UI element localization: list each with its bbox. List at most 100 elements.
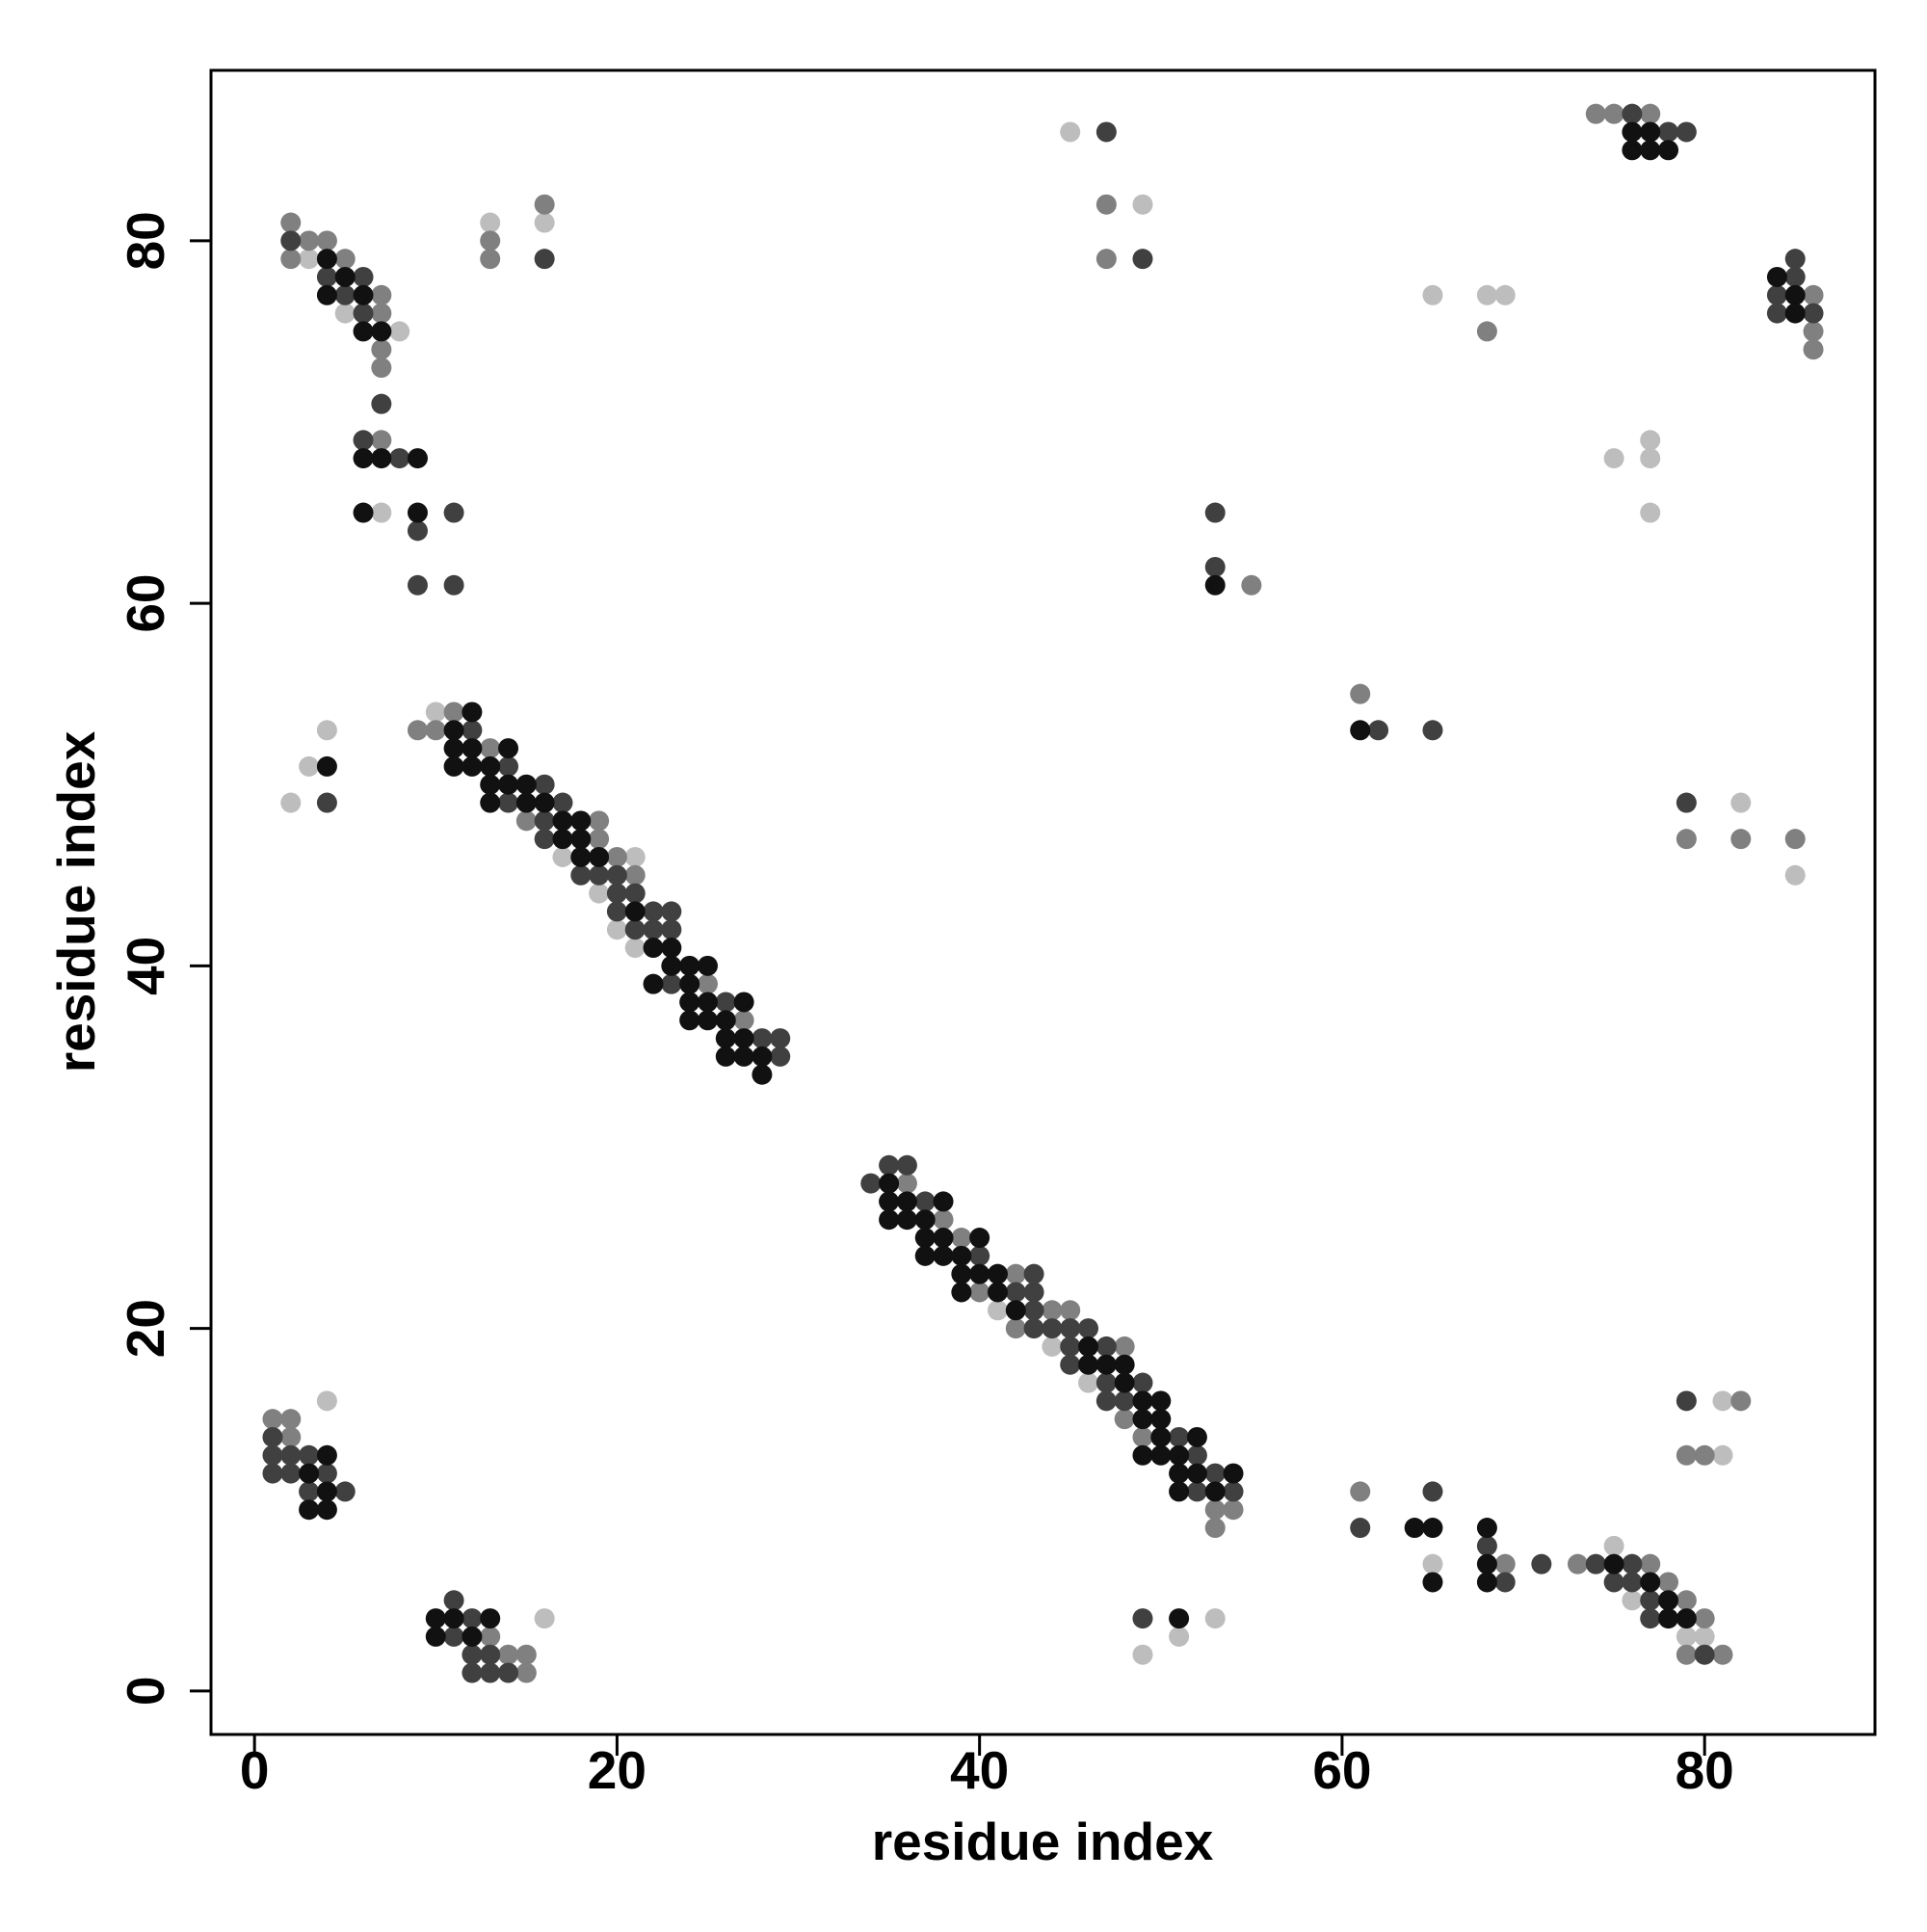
- contact-point: [407, 574, 428, 595]
- contact-point: [1640, 103, 1661, 124]
- contact-point: [1640, 448, 1661, 469]
- contact-point: [1422, 1553, 1443, 1575]
- contact-point: [1114, 1354, 1135, 1375]
- contact-point: [1640, 1590, 1661, 1611]
- contact-point: [1186, 1444, 1207, 1466]
- contact-point: [987, 1263, 1008, 1284]
- contact-point: [1784, 829, 1806, 850]
- contact-point: [1005, 1263, 1026, 1284]
- contact-point: [1494, 1572, 1516, 1593]
- contact-point: [334, 1481, 356, 1502]
- contact-point: [1078, 1318, 1099, 1339]
- contact-point: [280, 230, 302, 251]
- contact-point: [462, 755, 483, 777]
- contact-point: [371, 303, 392, 324]
- contact-point: [1005, 1282, 1026, 1303]
- contact-point: [1640, 502, 1661, 523]
- contact-point: [606, 864, 627, 886]
- contact-point: [589, 810, 610, 832]
- contact-point: [624, 864, 646, 886]
- contact-point: [299, 1481, 320, 1502]
- contact-point: [316, 1463, 337, 1484]
- contact-point: [462, 701, 483, 723]
- contact-point: [480, 774, 501, 795]
- contact-point: [1730, 829, 1752, 850]
- contact-point: [933, 1245, 954, 1266]
- contact-point: [1095, 121, 1117, 143]
- contact-point: [480, 1644, 501, 1665]
- contact-point: [1603, 1572, 1624, 1593]
- contact-point: [1204, 1518, 1226, 1539]
- contact-point: [1095, 1372, 1117, 1393]
- contact-point: [316, 792, 337, 813]
- contact-point: [1603, 1553, 1624, 1575]
- contact-point: [1658, 140, 1679, 161]
- contact-point: [933, 1228, 954, 1249]
- contact-point: [589, 864, 610, 886]
- x-tick-label: 20: [588, 1740, 647, 1800]
- contact-point: [1640, 140, 1661, 161]
- contact-point: [534, 249, 555, 270]
- contact-point: [1186, 1426, 1207, 1447]
- contact-point: [371, 430, 392, 451]
- contact-point: [643, 973, 664, 994]
- contact-point: [552, 792, 573, 813]
- contact-point: [407, 448, 428, 469]
- contact-point: [480, 249, 501, 270]
- contact-point: [1676, 1644, 1697, 1665]
- contact-point: [715, 1045, 736, 1067]
- contact-point: [951, 1245, 972, 1266]
- contact-point: [1476, 284, 1497, 305]
- contact-point: [1114, 1390, 1135, 1412]
- contact-point: [280, 1463, 302, 1484]
- contact-point: [480, 755, 501, 777]
- contact-point: [1658, 121, 1679, 143]
- contact-point: [1476, 1572, 1497, 1593]
- contact-point: [1422, 1572, 1443, 1593]
- contact-point: [1132, 194, 1153, 215]
- contact-point: [480, 1608, 501, 1629]
- contact-point: [534, 792, 555, 813]
- contact-point: [334, 249, 356, 270]
- contact-point: [1476, 321, 1497, 342]
- contact-point: [679, 973, 700, 994]
- contact-point: [1204, 556, 1226, 577]
- contact-point: [1422, 1518, 1443, 1539]
- contact-point: [624, 901, 646, 922]
- contact-point: [643, 919, 664, 940]
- contact-point: [1095, 1336, 1117, 1357]
- contact-point: [1658, 1572, 1679, 1593]
- contact-point: [697, 973, 718, 994]
- contact-point: [280, 212, 302, 233]
- contact-point: [1585, 103, 1606, 124]
- contact-point: [1676, 1390, 1697, 1412]
- contact-point: [679, 955, 700, 976]
- contact-point: [661, 955, 682, 976]
- contact-point: [589, 883, 610, 904]
- contact-point: [1114, 1372, 1135, 1393]
- contact-point: [1766, 266, 1787, 287]
- contact-point: [697, 992, 718, 1013]
- contact-point: [715, 992, 736, 1013]
- contact-point: [1640, 1553, 1661, 1575]
- contact-point: [770, 1028, 791, 1049]
- contact-point: [606, 846, 627, 867]
- y-tick-label: 60: [116, 573, 175, 632]
- contact-point: [334, 266, 356, 287]
- contact-point: [552, 810, 573, 832]
- contact-point: [570, 829, 592, 850]
- contact-point: [1223, 1463, 1244, 1484]
- contact-point: [733, 992, 754, 1013]
- contact-point: [733, 1045, 754, 1067]
- contact-point: [860, 1173, 882, 1194]
- contact-point: [534, 829, 555, 850]
- contact-point: [462, 720, 483, 741]
- contact-point: [443, 720, 464, 741]
- contact-point: [896, 1173, 917, 1194]
- contact-point: [480, 738, 501, 759]
- contact-point: [462, 738, 483, 759]
- contact-point: [570, 864, 592, 886]
- contact-point: [443, 574, 464, 595]
- contact-point: [1078, 1372, 1099, 1393]
